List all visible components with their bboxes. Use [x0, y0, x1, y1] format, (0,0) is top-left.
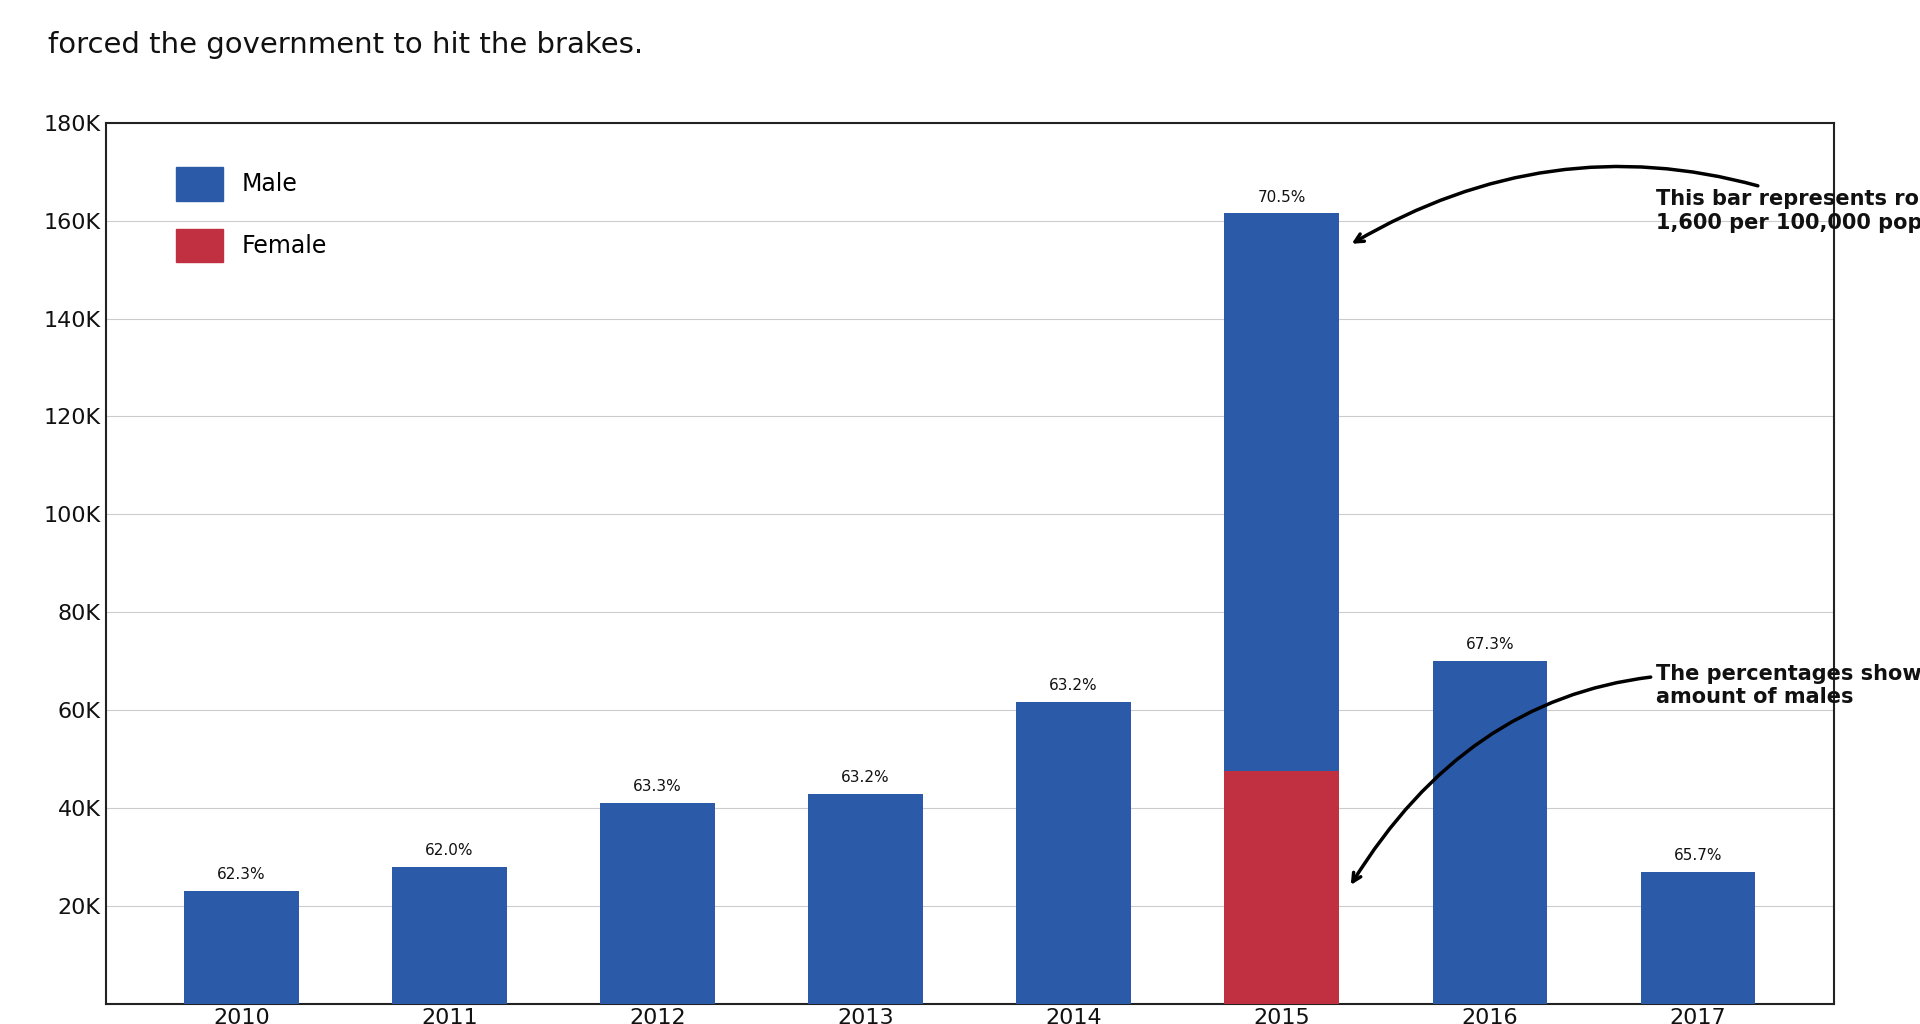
- Text: forced the government to hit the brakes.: forced the government to hit the brakes.: [48, 31, 643, 58]
- Text: 62.3%: 62.3%: [217, 866, 265, 882]
- Legend: Male, Female: Male, Female: [152, 143, 351, 286]
- Bar: [1225, 213, 1338, 771]
- Bar: [601, 803, 714, 1004]
- Text: 63.3%: 63.3%: [634, 779, 682, 795]
- Text: This bar represents roughly
1,600 per 100,000 population: This bar represents roughly 1,600 per 10…: [1356, 167, 1920, 242]
- Text: 70.5%: 70.5%: [1258, 189, 1306, 205]
- Bar: [392, 867, 507, 1004]
- Bar: [1225, 771, 1338, 1004]
- Bar: [1432, 662, 1548, 1004]
- Text: 63.2%: 63.2%: [1050, 678, 1098, 693]
- Text: 63.2%: 63.2%: [841, 770, 889, 785]
- Bar: [808, 795, 924, 1004]
- Text: 65.7%: 65.7%: [1674, 848, 1722, 863]
- Text: 62.0%: 62.0%: [424, 843, 474, 858]
- Text: The percentages show the
amount of males: The percentages show the amount of males: [1354, 664, 1920, 882]
- Bar: [184, 891, 300, 1004]
- Text: 67.3%: 67.3%: [1465, 637, 1515, 652]
- Bar: [1016, 702, 1131, 1004]
- Bar: [1640, 871, 1755, 1004]
